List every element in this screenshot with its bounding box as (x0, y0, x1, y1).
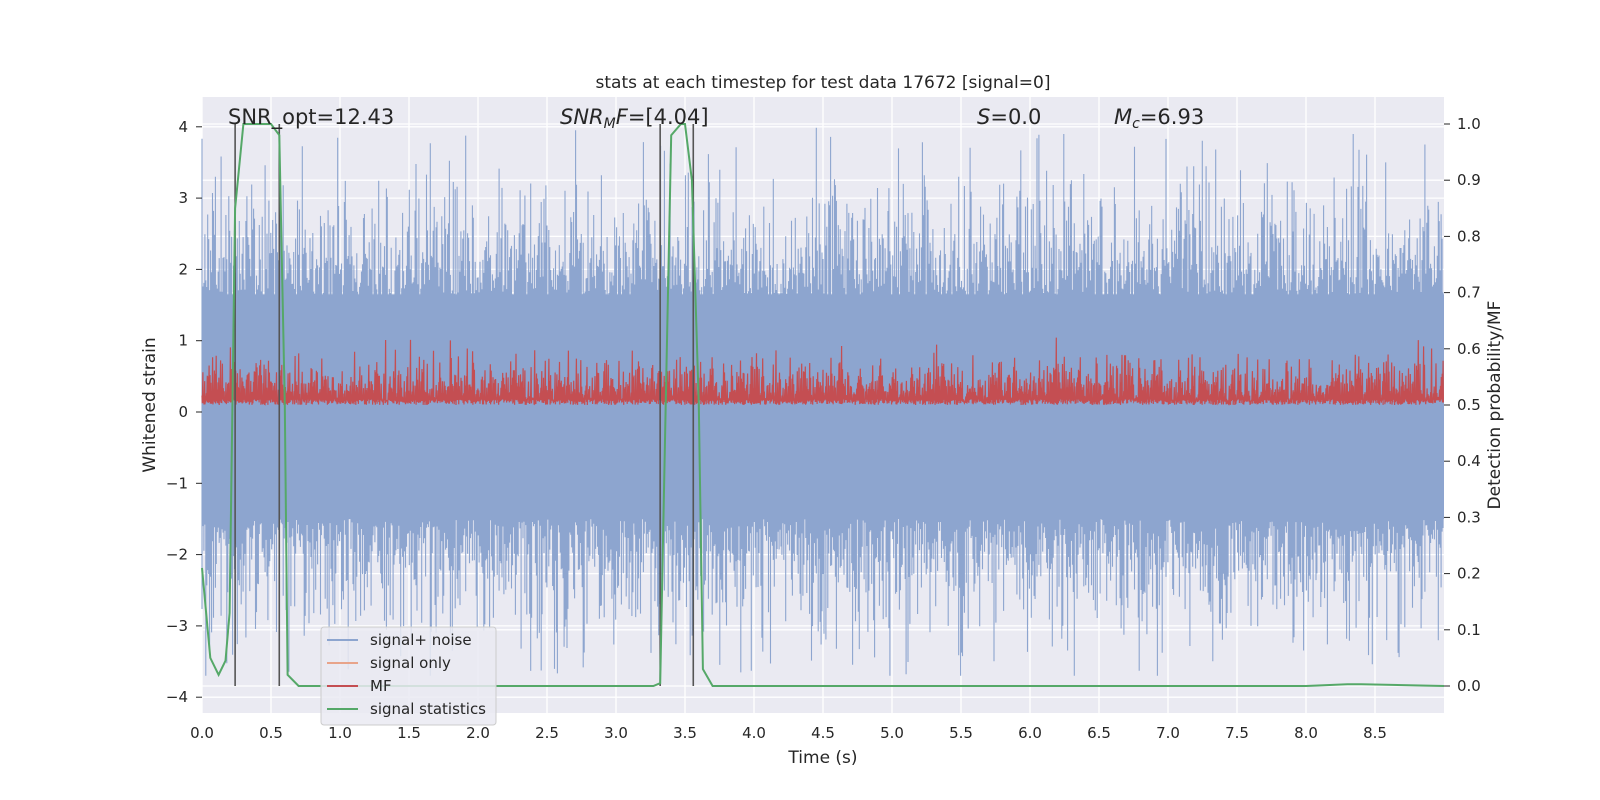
x-tick-label: 7.0 (1156, 724, 1180, 742)
x-tick-label: 3.0 (604, 724, 628, 742)
legend-label-signal-only: signal only (370, 654, 451, 672)
y2-tick-label: 0.7 (1457, 284, 1481, 302)
annotation-s-rest: =0.0 (990, 105, 1041, 129)
legend-item-mf: MF (327, 677, 392, 695)
y2-tick-label: 0.9 (1457, 171, 1481, 189)
annotation-snr-mf-base: SNR (560, 105, 604, 129)
annotation-snr-mf-var: F (616, 105, 629, 129)
legend-label-mf: MF (370, 677, 392, 695)
mf-line (201, 337, 1444, 406)
signal-statistics-line (201, 123, 1445, 687)
x-tick-label: 8.0 (1294, 724, 1318, 742)
x-tick-label: 7.5 (1225, 724, 1249, 742)
x-axis-ticks: 0.0 0.5 1.0 1.5 2.0 2.5 3.0 3.5 4.0 4.5 5.0 5.5 6.0 6… (190, 724, 1387, 742)
y-tick-label: −1 (166, 474, 188, 492)
y2-tick-label: 0.5 (1457, 396, 1481, 414)
y2-tick-label: 0.8 (1457, 227, 1481, 245)
x-tick-label: 3.5 (673, 724, 697, 742)
annotation-s-var: S (977, 105, 990, 129)
y2-tick-label: 1.0 (1457, 115, 1481, 133)
y-tick-label: −3 (166, 617, 188, 635)
annotation-snr-opt: SNR_opt=12.43 (228, 105, 394, 130)
y2-tick-label: 0.0 (1457, 677, 1481, 695)
annotation-mc: Mc=6.93 (1114, 105, 1204, 132)
x-tick-label: 0.0 (190, 724, 214, 742)
x-tick-label: 2.0 (466, 724, 490, 742)
x-tick-label: 1.5 (397, 724, 421, 742)
x-tick-label: 2.5 (535, 724, 559, 742)
y-axis-ticks: −4 −3 −2 −1 0 1 2 3 4 (166, 118, 202, 706)
y2-tick-label: 0.4 (1457, 452, 1481, 470)
y-tick-label: 2 (178, 260, 188, 278)
x-tick-label: 5.0 (880, 724, 904, 742)
legend-item-signal-noise: signal+ noise (327, 631, 472, 649)
x-tick-label: 5.5 (949, 724, 973, 742)
y2-tick-label: 0.6 (1457, 340, 1481, 358)
y2-axis-ticks: 0.0 0.1 0.2 0.3 0.4 0.5 0.6 0.7 0.8 0.9 1.0 (1444, 115, 1481, 695)
y-axis-label: Whitened strain (140, 337, 160, 472)
x-tick-label: 6.0 (1018, 724, 1042, 742)
y2-tick-label: 0.3 (1457, 508, 1481, 526)
x-tick-label: 8.5 (1363, 724, 1387, 742)
legend: signal+ noise signal only MF signal stat… (320, 626, 497, 726)
legend-box (320, 626, 497, 726)
annotation-snr-mf-sub: M (604, 116, 616, 132)
legend-label-signal-statistics: signal statistics (370, 700, 486, 718)
y-tick-label: 1 (178, 332, 188, 350)
annotation-s: S=0.0 (977, 105, 1041, 129)
y-tick-label: −4 (166, 688, 188, 706)
y2-tick-label: 0.1 (1457, 621, 1481, 639)
mf-series (201, 337, 1444, 406)
annotation-snr-mf: SNRMF=[4.04] (560, 105, 709, 132)
x-axis-label: Time (s) (787, 748, 857, 768)
x-tick-label: 6.5 (1087, 724, 1111, 742)
y-tick-label: 4 (178, 118, 188, 136)
x-tick-label: 0.5 (259, 724, 283, 742)
annotation-mc-base: M (1114, 105, 1132, 129)
signal-noise-series (201, 127, 1444, 676)
legend-item-signal-only: signal only (327, 654, 451, 672)
signal-statistics-series (201, 123, 1445, 687)
legend-label-signal-noise: signal+ noise (370, 631, 472, 649)
chart-title: stats at each timestep for test data 176… (596, 73, 1051, 93)
y-tick-label: −2 (166, 546, 188, 564)
x-tick-label: 4.5 (811, 724, 835, 742)
annotation-mc-rest: =6.93 (1140, 105, 1204, 129)
y2-axis-label: Detection probability/MF (1485, 301, 1505, 510)
y-tick-label: 0 (178, 403, 188, 421)
y-tick-label: 3 (178, 189, 188, 207)
annotation-mc-sub: c (1132, 116, 1140, 132)
x-tick-label: 4.0 (742, 724, 766, 742)
y2-tick-label: 0.2 (1457, 565, 1481, 583)
x-tick-label: 1.0 (328, 724, 352, 742)
annotation-snr-mf-rest: =[4.04] (628, 105, 709, 129)
legend-item-signal-statistics: signal statistics (327, 700, 486, 718)
